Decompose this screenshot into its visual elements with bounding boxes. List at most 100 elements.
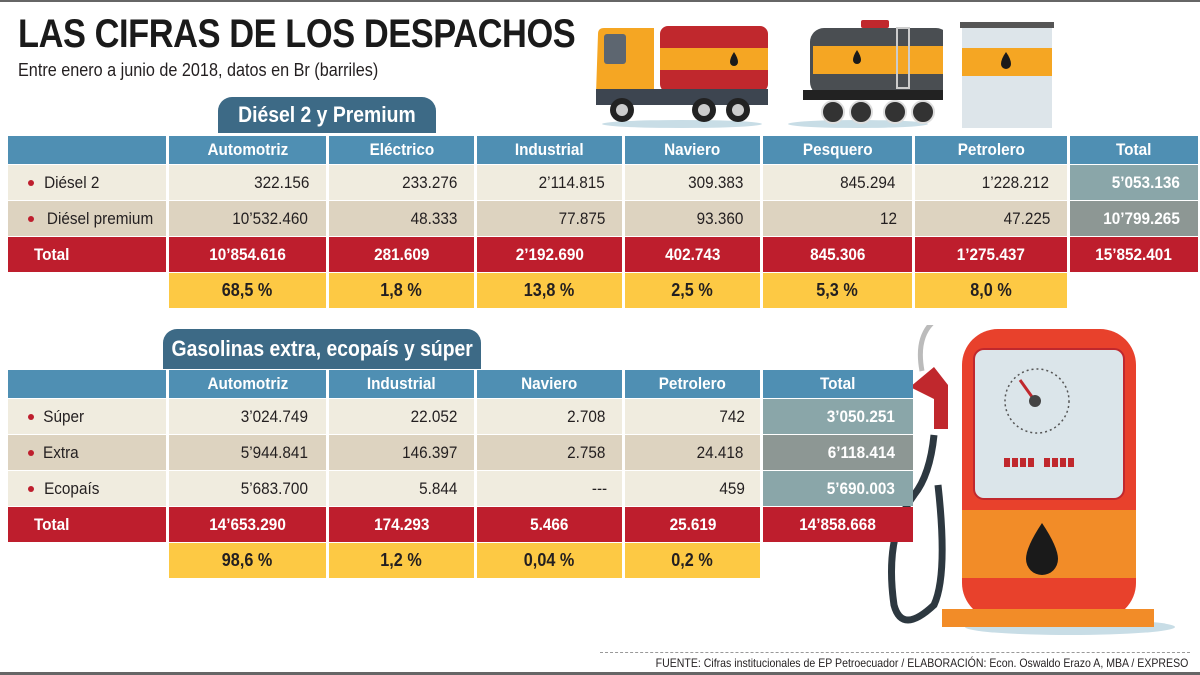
row-label-text: Diésel 2: [44, 172, 100, 192]
column-header: Petrolero: [625, 370, 760, 398]
bullet-icon: [28, 413, 34, 420]
table-cell-text: 322.156: [253, 172, 309, 192]
percent-cell-text: 98,6 %: [222, 550, 273, 570]
rail-tank-car-icon: [788, 20, 943, 128]
column-header: Industrial: [477, 136, 622, 164]
percent-cell: 1,8 %: [329, 273, 474, 308]
column-header: Eléctrico: [329, 136, 474, 164]
grand-total-cell-text: 15’852.401: [1095, 244, 1173, 264]
percent-cell-text: 5,3 %: [816, 280, 859, 300]
table-cell: 2’114.815: [477, 165, 622, 200]
column-header-text: Petrolero: [658, 374, 727, 393]
oil-drop-icon: [730, 52, 738, 66]
total-row-label: Total: [8, 237, 166, 272]
total-cell: 402.743: [625, 237, 760, 272]
row-label-text: Ecopaís: [44, 478, 100, 498]
total-cell: 10’854.616: [169, 237, 326, 272]
header-blank: [8, 370, 166, 398]
table-cell-text: 146.397: [401, 442, 457, 462]
table-cell: 47.225: [915, 201, 1067, 236]
percent-cell-text: 1,8 %: [380, 280, 423, 300]
total-cell-text: 25.619: [669, 514, 716, 534]
table-cell: 77.875: [477, 201, 622, 236]
column-header: Pesquero: [763, 136, 912, 164]
table-cell: 10’532.460: [169, 201, 326, 236]
table-cell: 48.333: [329, 201, 474, 236]
row-total-cell-text: 5’053.136: [1112, 172, 1181, 192]
total-cell: 174.293: [329, 507, 474, 542]
total-row-label-text: Total: [33, 514, 70, 534]
total-cell: 5.466: [477, 507, 622, 542]
percent-cell-text: 0,04 %: [524, 550, 575, 570]
row-total-cell: 6’118.414: [763, 435, 913, 470]
row-label: Extra: [8, 435, 166, 470]
total-cell-text: 10’854.616: [209, 244, 286, 264]
grand-total-cell: 14’858.668: [763, 507, 913, 542]
total-cell-text: 845.306: [809, 244, 866, 264]
column-header: Automotriz: [169, 136, 326, 164]
percent-cell-text: 13,8 %: [524, 280, 575, 300]
percent-cell: 68,5 %: [169, 273, 326, 308]
bottom-border: [0, 672, 1200, 675]
column-header: Automotriz: [169, 370, 326, 398]
table-cell-text: 742: [719, 406, 745, 426]
total-cell-text: 5.466: [530, 514, 569, 534]
percent-cell-text: 0,2 %: [671, 550, 714, 570]
table-cell-text: 24.418: [696, 442, 744, 462]
bullet-icon: [28, 179, 34, 186]
table-cell: 93.360: [625, 201, 760, 236]
table-cell-text: 12: [880, 208, 898, 228]
percent-cell: 0,04 %: [477, 543, 622, 578]
column-header-text: Automotriz: [207, 374, 288, 393]
total-cell-text: 1’275.437: [956, 244, 1026, 264]
table-cell: 3’024.749: [169, 399, 326, 434]
total-cell-text: 174.293: [373, 514, 430, 534]
table-cell: 5.844: [329, 471, 474, 506]
table-cell-text: 5.844: [419, 478, 458, 498]
table-cell-text: 47.225: [1003, 208, 1051, 228]
column-header-text: Total: [1116, 140, 1152, 159]
row-label-text: Súper: [43, 406, 85, 426]
table-cell-text: ---: [591, 478, 608, 498]
header-blank: [8, 136, 166, 164]
column-header-text: Pesquero: [802, 140, 873, 159]
table-cell: 22.052: [329, 399, 474, 434]
total-cell-text: 14’653.290: [209, 514, 286, 534]
table-cell: 322.156: [169, 165, 326, 200]
total-cell-text: 402.743: [664, 244, 721, 264]
total-cell-text: 281.609: [373, 244, 430, 264]
table-cell: 5’683.700: [169, 471, 326, 506]
percent-cell: 8,0 %: [915, 273, 1067, 308]
column-header-text: Total: [820, 374, 856, 393]
total-row-label: Total: [8, 507, 166, 542]
table-cell: 845.294: [763, 165, 912, 200]
table-cell: 12: [763, 201, 912, 236]
row-total-cell-text: 5’690.003: [827, 478, 896, 498]
column-header: Naviero: [477, 370, 622, 398]
row-total-cell-text: 10’799.265: [1103, 208, 1180, 228]
row-total-cell-text: 6’118.414: [828, 442, 896, 462]
column-header: Naviero: [625, 136, 760, 164]
row-total-cell-text: 3’050.251: [827, 406, 896, 426]
percent-cell: 2,5 %: [625, 273, 760, 308]
table-cell: 24.418: [625, 435, 760, 470]
total-cell: 2’192.690: [477, 237, 622, 272]
percent-cell-text: 2,5 %: [671, 280, 714, 300]
gasolinas-section-title: Gasolinas extra, ecopaís y súper: [163, 329, 481, 369]
table-cell-text: 1’228.212: [982, 172, 1050, 192]
table-cell: 309.383: [625, 165, 760, 200]
table-cell: 1’228.212: [915, 165, 1067, 200]
row-total-cell: 5’690.003: [763, 471, 913, 506]
percent-cell-text: 68,5 %: [222, 280, 273, 300]
table-cell: ---: [477, 471, 622, 506]
table-cell: 146.397: [329, 435, 474, 470]
column-header-text: Industrial: [515, 140, 584, 159]
column-header-text: Naviero: [521, 374, 578, 393]
page-title: LAS CIFRAS DE LOS DESPACHOS: [18, 12, 576, 56]
table-cell-text: 2’114.815: [538, 172, 605, 192]
table-cell-text: 2.758: [567, 442, 606, 462]
table-cell-text: 5’683.700: [241, 478, 309, 498]
total-cell: 14’653.290: [169, 507, 326, 542]
table-cell: 742: [625, 399, 760, 434]
column-header: Total: [763, 370, 913, 398]
